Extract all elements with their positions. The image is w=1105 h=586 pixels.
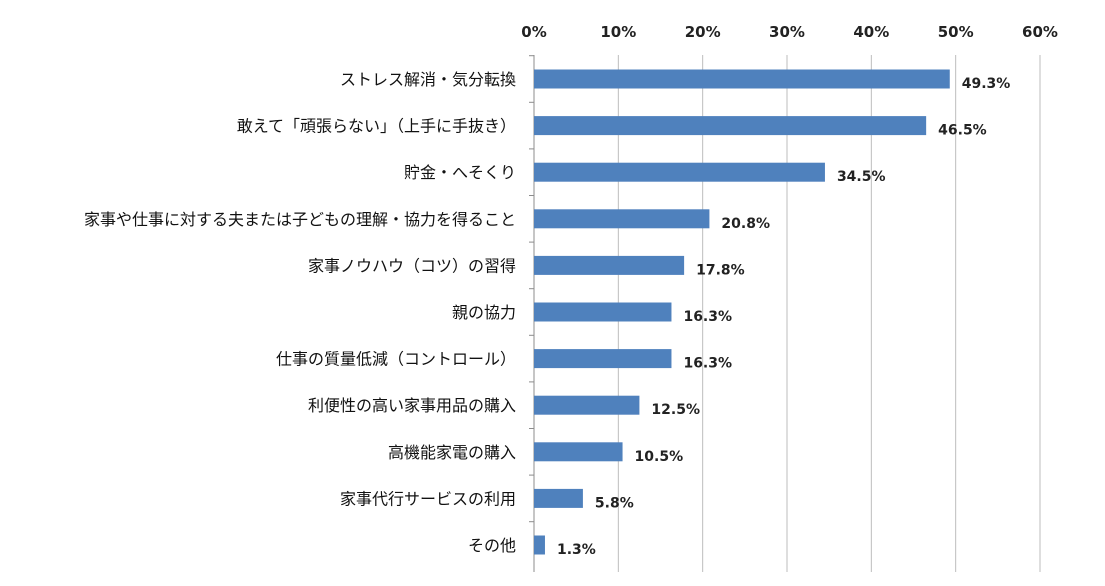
x-tick-label-0: 0%	[521, 23, 546, 41]
bar-9	[534, 488, 583, 508]
category-label-6: 仕事の質量低減（コントロール）	[276, 350, 516, 369]
category-label-4: 家事ノウハウ（コツ）の習得	[308, 256, 516, 275]
bar-4	[534, 255, 685, 275]
data-label-3: 20.8%	[721, 216, 770, 232]
category-label-3: 家事や仕事に対する夫または子どもの理解・協力を得ること	[84, 210, 516, 229]
category-label-5: 親の協力	[452, 303, 516, 322]
data-label-8: 10.5%	[635, 449, 684, 465]
x-tick-label-60: 60%	[1022, 23, 1058, 41]
category-label-0: ストレス解消・気分転換	[340, 70, 516, 89]
data-label-2: 34.5%	[837, 169, 886, 185]
data-label-9: 5.8%	[595, 495, 634, 511]
data-label-4: 17.8%	[696, 262, 745, 278]
data-label-5: 16.3%	[683, 309, 732, 325]
bar-0	[534, 69, 950, 89]
data-label-10: 1.3%	[557, 542, 596, 558]
x-tick-label-50: 50%	[938, 23, 974, 41]
category-label-1: 敢えて「頑張らない」（上手に手抜き）	[237, 117, 516, 136]
category-label-9: 家事代行サービスの利用	[340, 489, 516, 508]
bar-3	[534, 209, 710, 229]
category-label-8: 高機能家電の購入	[388, 443, 516, 462]
bar-6	[534, 349, 672, 369]
x-tick-label-40: 40%	[853, 23, 889, 41]
category-label-2: 貯金・へそくり	[404, 163, 516, 182]
bar-10	[534, 535, 545, 555]
bar-5	[534, 302, 672, 322]
category-label-7: 利便性の高い家事用品の購入	[308, 396, 516, 415]
x-tick-label-20: 20%	[685, 23, 721, 41]
category-label-10: その他	[468, 536, 516, 555]
bar-7	[534, 395, 640, 415]
data-label-6: 16.3%	[683, 356, 732, 372]
bar-8	[534, 442, 623, 462]
bar-1	[534, 116, 927, 136]
x-tick-label-30: 30%	[769, 23, 805, 41]
bar-2	[534, 162, 825, 182]
data-label-0: 49.3%	[962, 76, 1011, 92]
x-tick-label-10: 10%	[600, 23, 636, 41]
data-label-1: 46.5%	[938, 123, 987, 139]
data-label-7: 12.5%	[651, 402, 700, 418]
